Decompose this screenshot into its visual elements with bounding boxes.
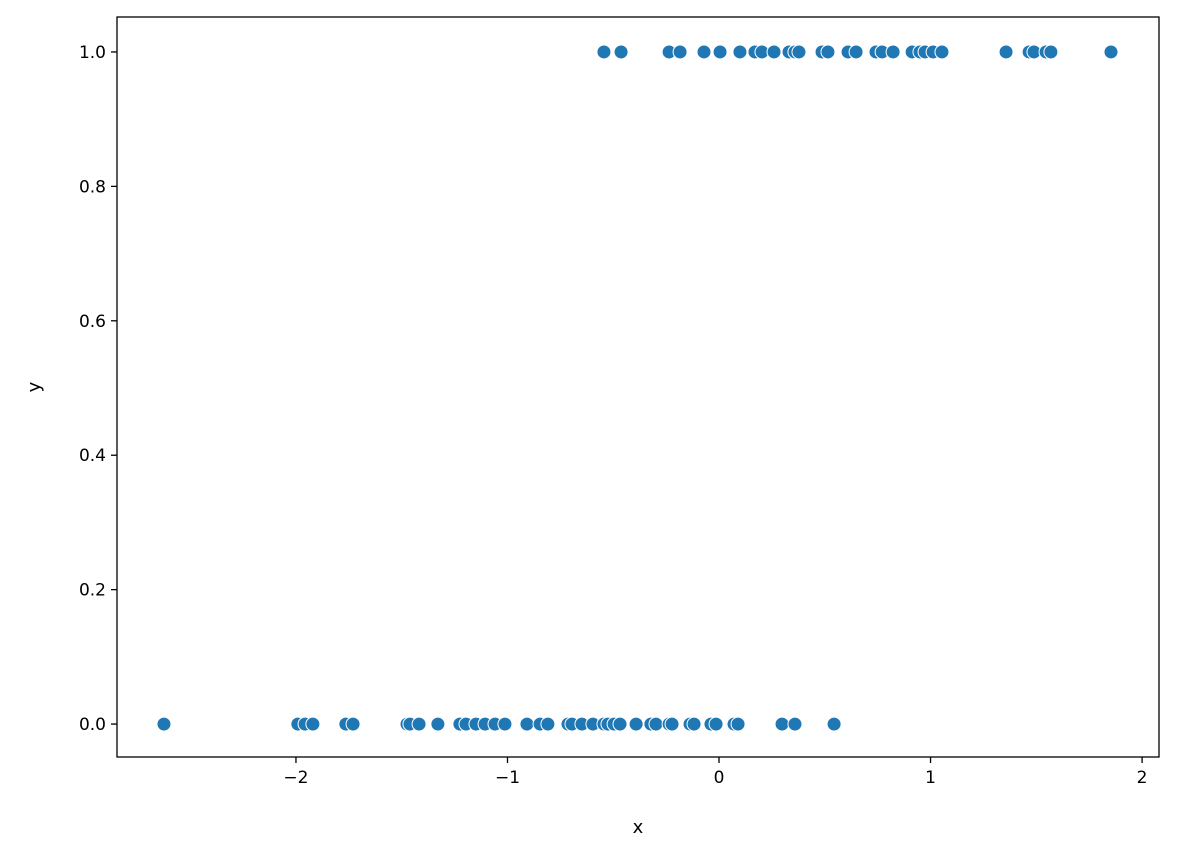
- data-point: [826, 716, 842, 732]
- y-tick-label: 0.4: [79, 446, 106, 466]
- data-point: [345, 716, 361, 732]
- data-point: [411, 716, 427, 732]
- data-point: [156, 716, 172, 732]
- data-point: [497, 716, 513, 732]
- data-point: [774, 716, 790, 732]
- x-tick-label: 0: [714, 768, 725, 788]
- y-tick-label: 1.0: [79, 43, 106, 63]
- data-point: [848, 44, 864, 60]
- data-point: [708, 716, 724, 732]
- data-point: [820, 44, 836, 60]
- y-axis: 0.0 0.2 0.4 0.6 0.8 1.0: [79, 43, 117, 735]
- x-tick-label: 1: [925, 768, 936, 788]
- y-tick-label: 0.6: [79, 312, 106, 332]
- points-layer: [156, 44, 1119, 732]
- x-tick-label: 2: [1137, 768, 1148, 788]
- data-point: [787, 716, 803, 732]
- data-point: [612, 716, 628, 732]
- data-point: [430, 716, 446, 732]
- data-point: [712, 44, 728, 60]
- data-point: [732, 44, 748, 60]
- data-point: [766, 44, 782, 60]
- data-point: [1103, 44, 1119, 60]
- data-point: [596, 44, 612, 60]
- y-tick-label: 0.0: [79, 715, 106, 735]
- y-tick-label: 0.8: [79, 177, 106, 197]
- x-tick-label: −1: [495, 768, 520, 788]
- data-point: [696, 44, 712, 60]
- x-axis-label: x: [633, 817, 644, 838]
- data-point: [998, 44, 1014, 60]
- x-axis: −2 −1 0 1 2: [283, 757, 1147, 788]
- data-point: [540, 716, 556, 732]
- data-point: [648, 716, 664, 732]
- data-point: [934, 44, 950, 60]
- data-point: [672, 44, 688, 60]
- data-point: [791, 44, 807, 60]
- x-tick-label: −2: [283, 768, 308, 788]
- data-point: [519, 716, 535, 732]
- data-point: [686, 716, 702, 732]
- data-point: [628, 716, 644, 732]
- data-point: [613, 44, 629, 60]
- data-point: [885, 44, 901, 60]
- y-axis-label: y: [24, 381, 45, 392]
- plot-frame: [116, 16, 1160, 758]
- y-tick-label: 0.2: [79, 581, 106, 601]
- data-point: [664, 716, 680, 732]
- data-point: [730, 716, 746, 732]
- data-point: [1043, 44, 1059, 60]
- data-point: [305, 716, 321, 732]
